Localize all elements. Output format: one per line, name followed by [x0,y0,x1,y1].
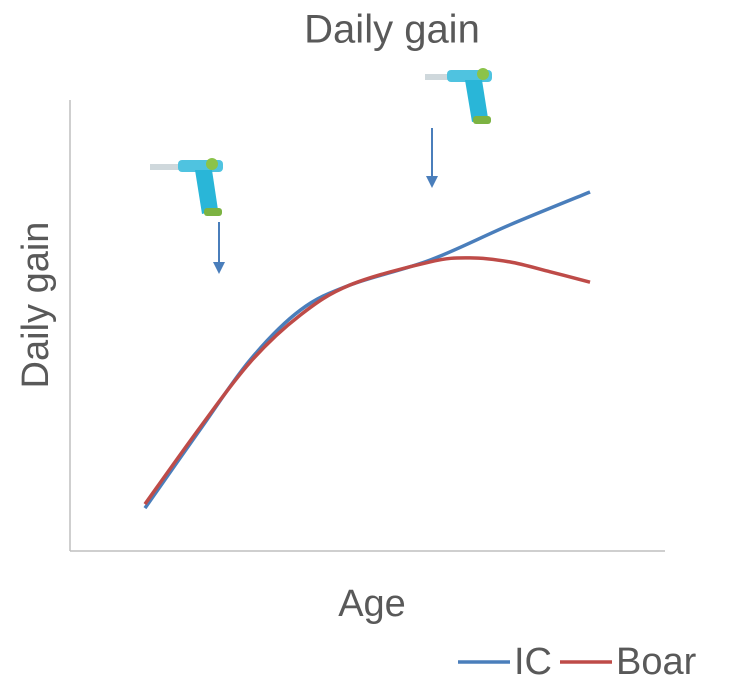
arrow-head [426,176,438,188]
arrow-head [213,262,225,274]
injector-icon [150,158,223,216]
injector-icon [425,68,492,124]
legend-label: IC [514,641,552,683]
series-line [145,192,590,508]
chart: Daily gain Daily gain Age IC Boar [0,0,743,686]
series-line [145,258,590,504]
x-axis-label: Age [338,583,406,625]
y-axis-label: Daily gain [15,222,57,389]
legend-label: Boar [616,641,697,683]
chart-title: Daily gain [304,8,480,52]
